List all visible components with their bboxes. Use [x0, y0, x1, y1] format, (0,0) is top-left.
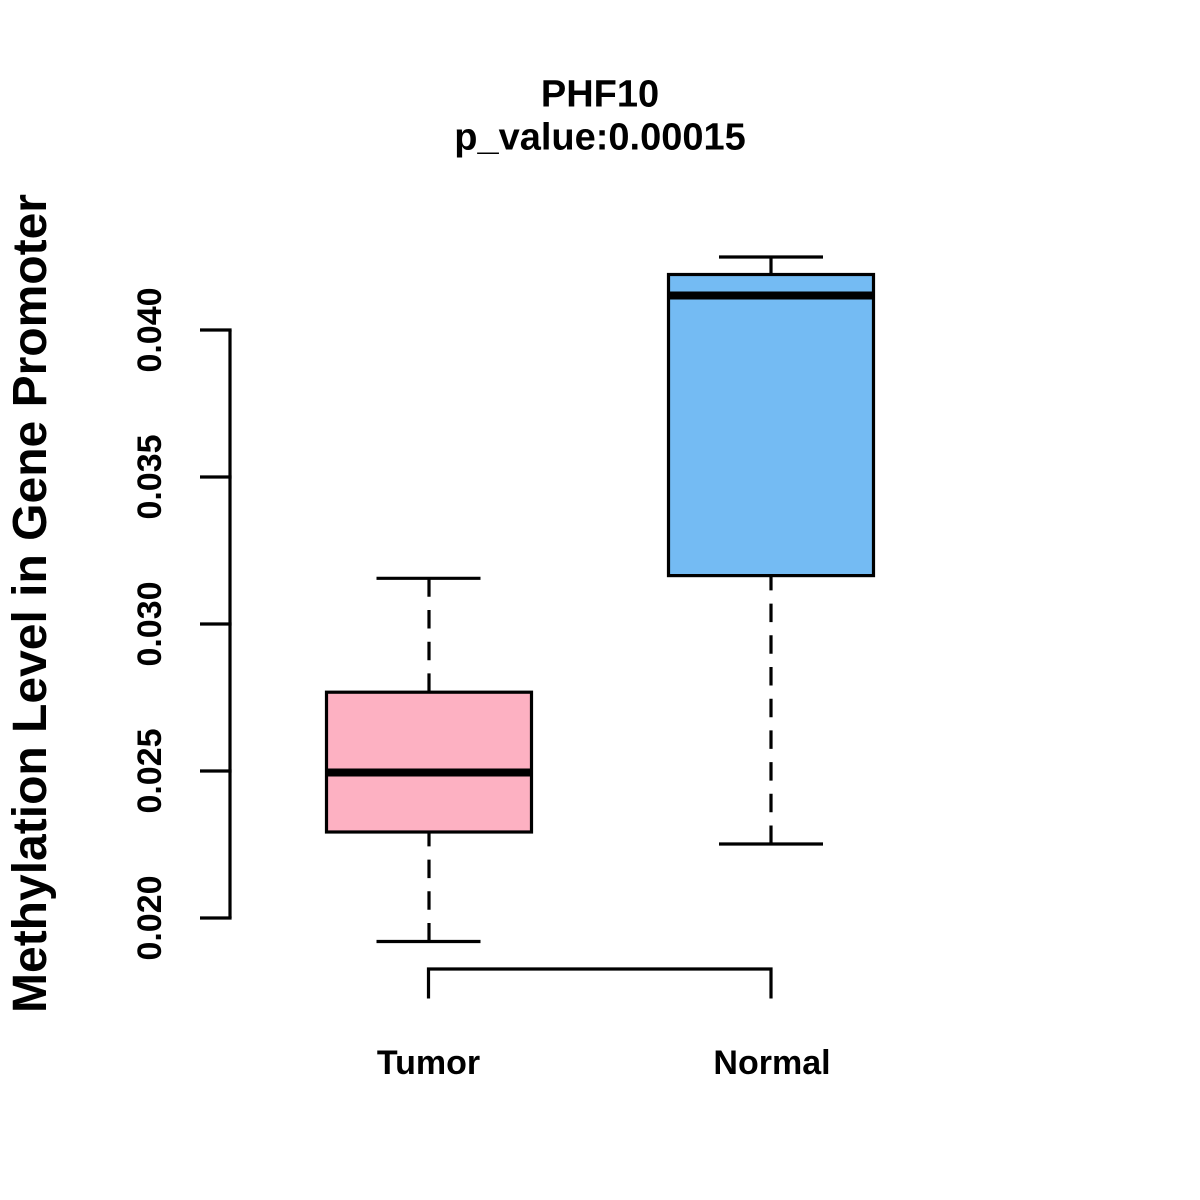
svg-text:PHF10: PHF10 [541, 73, 659, 115]
svg-text:0.025: 0.025 [131, 728, 169, 813]
svg-text:0.030: 0.030 [131, 581, 169, 666]
svg-text:0.020: 0.020 [131, 875, 169, 960]
svg-text:0.040: 0.040 [131, 287, 169, 372]
svg-text:Methylation Level in Gene Prom: Methylation Level in Gene Promoter [4, 194, 57, 1013]
svg-text:0.035: 0.035 [131, 434, 169, 519]
svg-text:Normal: Normal [713, 1044, 830, 1082]
svg-text:p_value:0.00015: p_value:0.00015 [454, 116, 746, 158]
svg-text:Tumor: Tumor [377, 1044, 480, 1082]
